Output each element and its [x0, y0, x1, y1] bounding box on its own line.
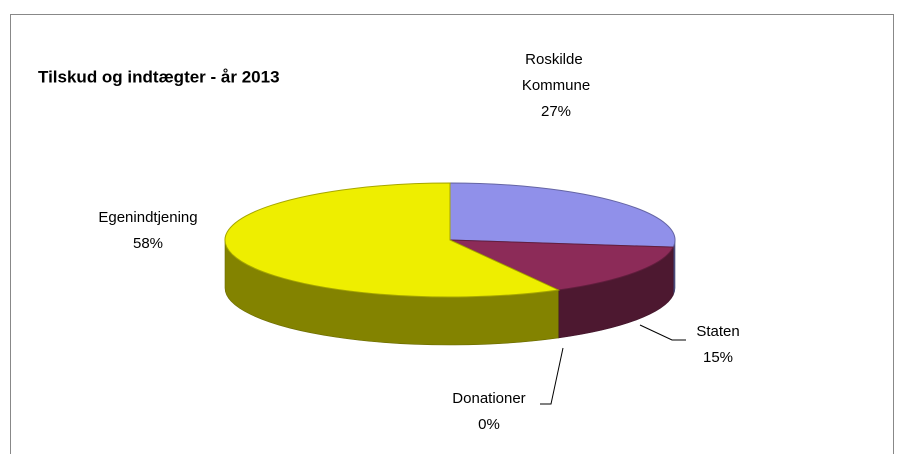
value-label: 0%	[478, 416, 500, 433]
value-label: 15%	[703, 349, 733, 366]
value-label: 58%	[133, 235, 163, 252]
slice-label: Egenindtjening	[98, 209, 197, 226]
leader-line	[639, 324, 686, 341]
leader-line	[540, 347, 564, 405]
label-line: Kommune	[522, 77, 590, 94]
slice-label: Donationer	[452, 390, 525, 407]
slice	[224, 182, 561, 298]
slice-label: Roskilde Kommune	[522, 51, 590, 94]
slice-label: Staten	[696, 323, 739, 340]
slice	[449, 239, 675, 291]
chart-frame	[10, 14, 894, 454]
value-label: 27%	[541, 103, 571, 120]
chart-title: Tilskud og indtægter - år 2013	[38, 67, 280, 86]
label-line: Roskilde	[525, 51, 587, 68]
slice	[449, 182, 676, 248]
